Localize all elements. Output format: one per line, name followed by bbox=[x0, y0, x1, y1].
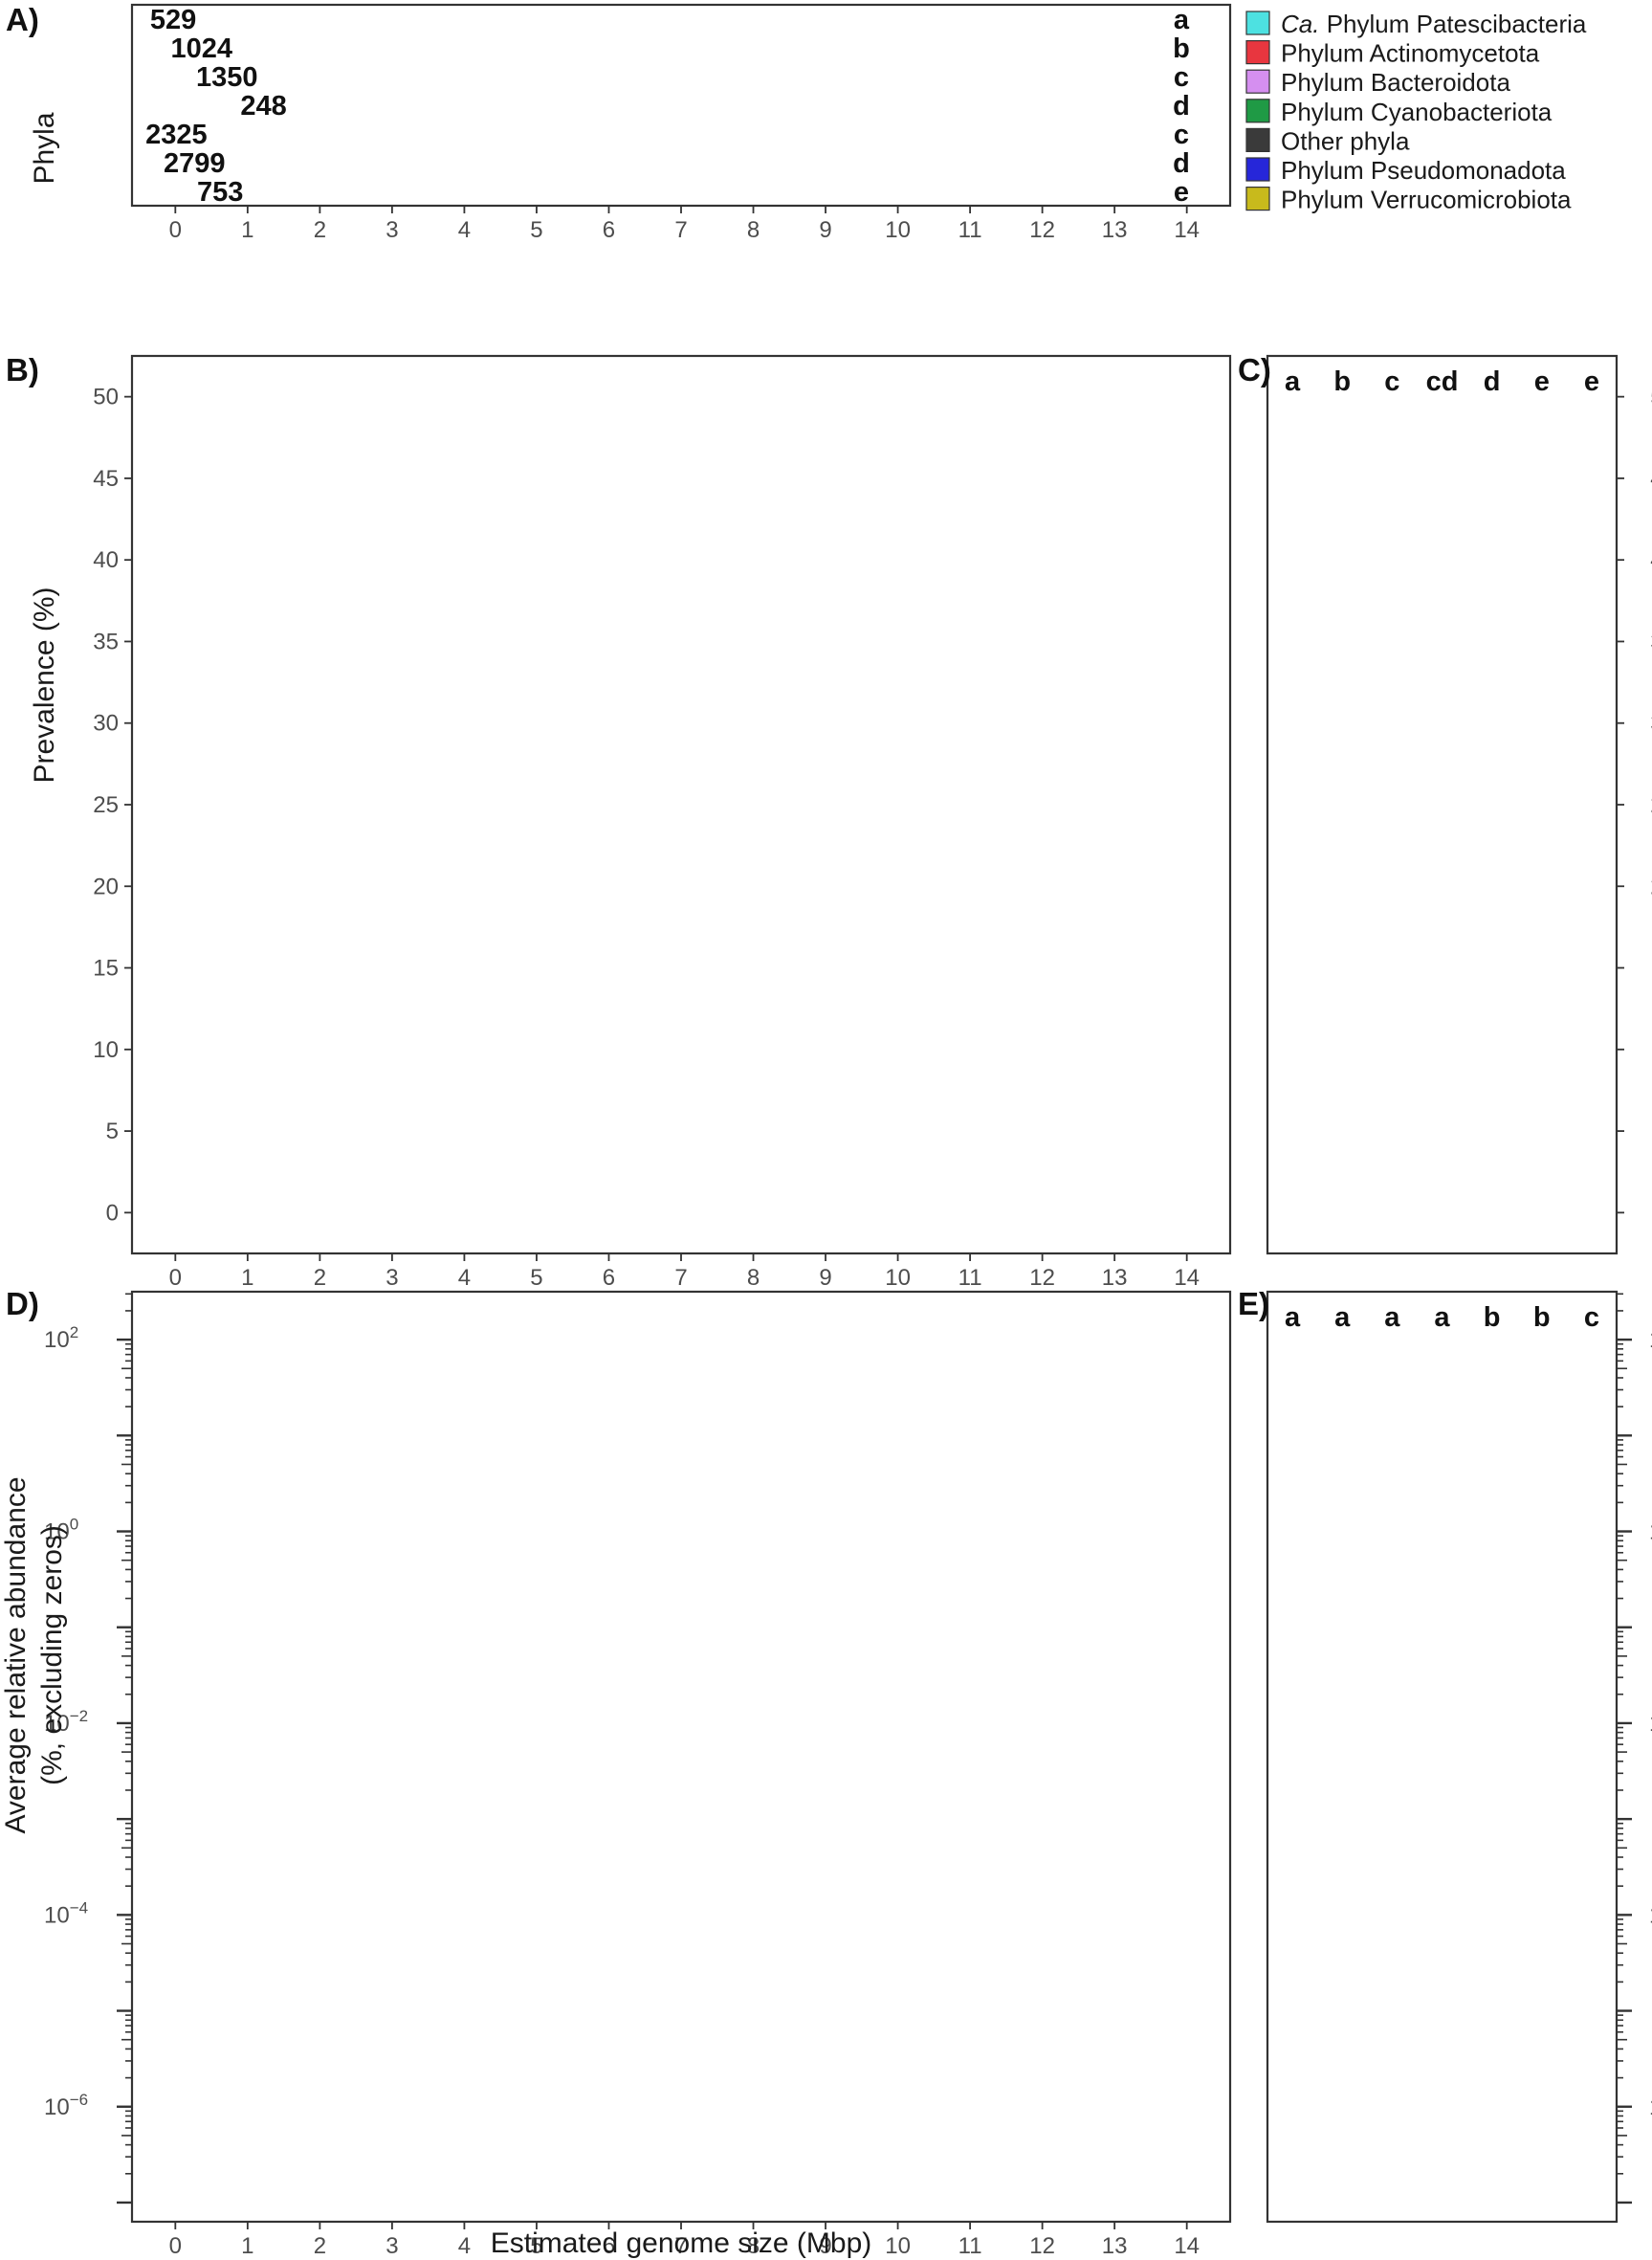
figure-canvas: 529 a1024 b1350 c248 d2325 c2799 d753 e0 1 2 3 4 5 6 7… bbox=[0, 2, 1652, 2259]
